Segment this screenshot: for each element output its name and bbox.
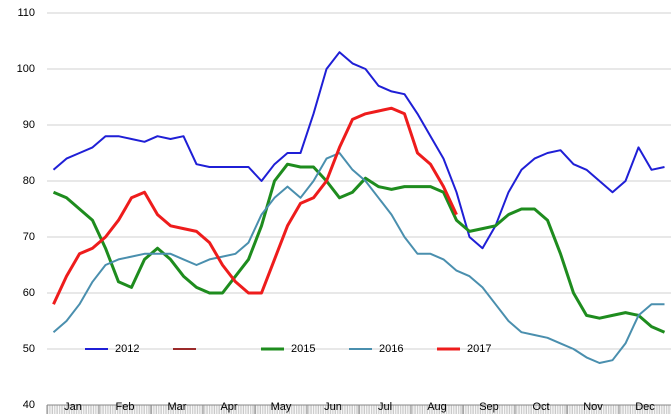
legend-label: 2017	[467, 343, 491, 355]
y-tick-label: 80	[23, 175, 35, 187]
x-tick-label: Apr	[220, 401, 237, 413]
x-tick-label: Mar	[168, 401, 187, 413]
y-tick-label: 110	[17, 7, 35, 19]
x-tick-label: Oct	[532, 401, 549, 413]
legend-label: 2016	[379, 343, 403, 355]
x-tick-label: Feb	[116, 401, 135, 413]
y-tick-label: 100	[17, 63, 35, 75]
x-tick-label: Dec	[635, 401, 655, 413]
series-line	[52, 106, 458, 305]
x-tick-label: Jul	[378, 401, 392, 413]
y-tick-label: 70	[23, 231, 35, 243]
x-tick-label: May	[271, 401, 292, 413]
series-line	[52, 152, 665, 364]
x-tick-label: Sep	[479, 401, 499, 413]
y-tick-label: 60	[23, 287, 35, 299]
x-tick-label: Aug	[427, 401, 447, 413]
x-tick-label: Jan	[64, 401, 82, 413]
series-line	[52, 51, 665, 250]
legend-label: 2015	[291, 343, 315, 355]
legend-label: 2012	[115, 343, 139, 355]
x-tick-label: Nov	[583, 401, 603, 413]
series-line	[52, 162, 666, 334]
y-tick-label: 90	[23, 119, 35, 131]
y-tick-label: 40	[23, 399, 35, 411]
x-tick-label: Jun	[324, 401, 342, 413]
y-tick-label: 50	[23, 343, 35, 355]
